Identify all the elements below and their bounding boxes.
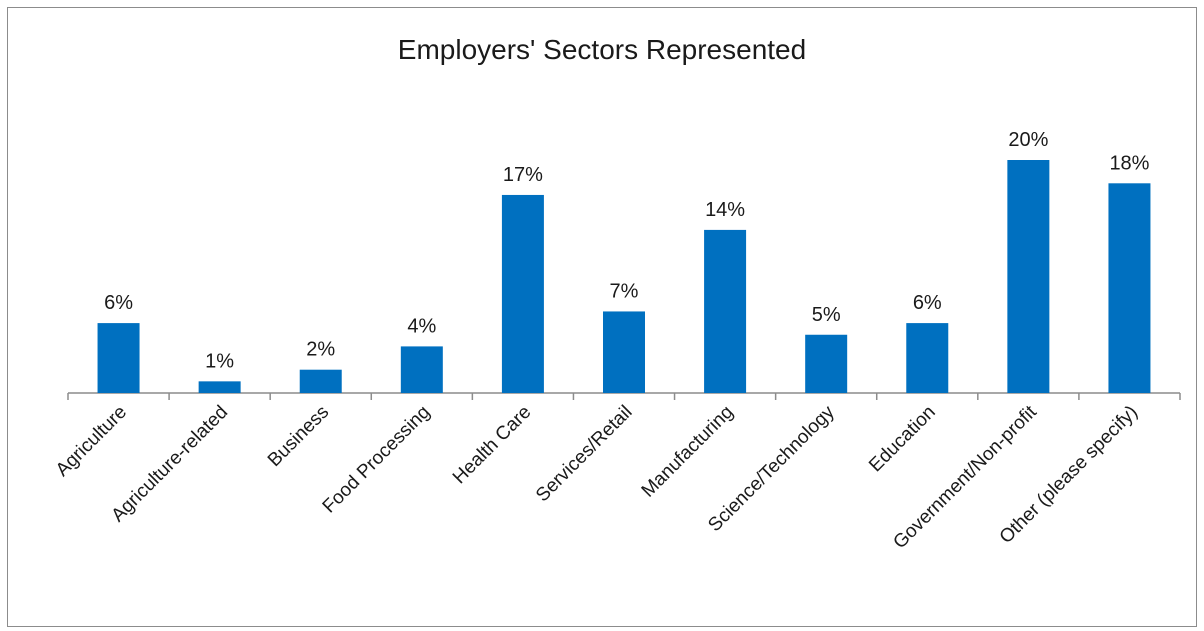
bar: [198, 381, 241, 393]
bar-data-label: 4%: [407, 315, 436, 337]
bar: [1007, 160, 1050, 393]
bar: [906, 323, 949, 393]
bar: [400, 346, 443, 393]
bar: [603, 311, 645, 393]
bar: [704, 229, 747, 393]
x-tick-label: Services/Retail: [532, 402, 636, 506]
bar: [501, 194, 544, 393]
x-tick-label: Food Processing: [319, 402, 435, 518]
x-tick-label: Business: [264, 402, 333, 471]
bar: [805, 334, 848, 393]
bar-data-label: 20%: [1008, 129, 1048, 151]
bar-data-label: 14%: [705, 199, 745, 221]
x-tick-label: Education: [865, 402, 940, 477]
x-tick-label: Manufacturing: [638, 402, 738, 502]
bar-data-label: 17%: [503, 164, 543, 186]
bar: [97, 323, 140, 393]
bar: [1108, 183, 1151, 393]
bar-data-label: 6%: [913, 292, 942, 314]
bar-data-label: 6%: [104, 292, 133, 314]
bar-data-label: 5%: [812, 304, 841, 326]
bar-data-label: 1%: [205, 350, 234, 372]
bar-data-label: 2%: [306, 339, 335, 361]
x-tick-label: Health Care: [449, 402, 536, 489]
bar: [299, 369, 342, 393]
x-tick-label: Agriculture: [52, 402, 131, 481]
bar-data-label: 18%: [1109, 152, 1149, 174]
chart-title: Employers' Sectors Represented: [397, 34, 807, 65]
bar-data-label: 7%: [610, 280, 639, 302]
chart-frame: [7, 7, 1197, 627]
